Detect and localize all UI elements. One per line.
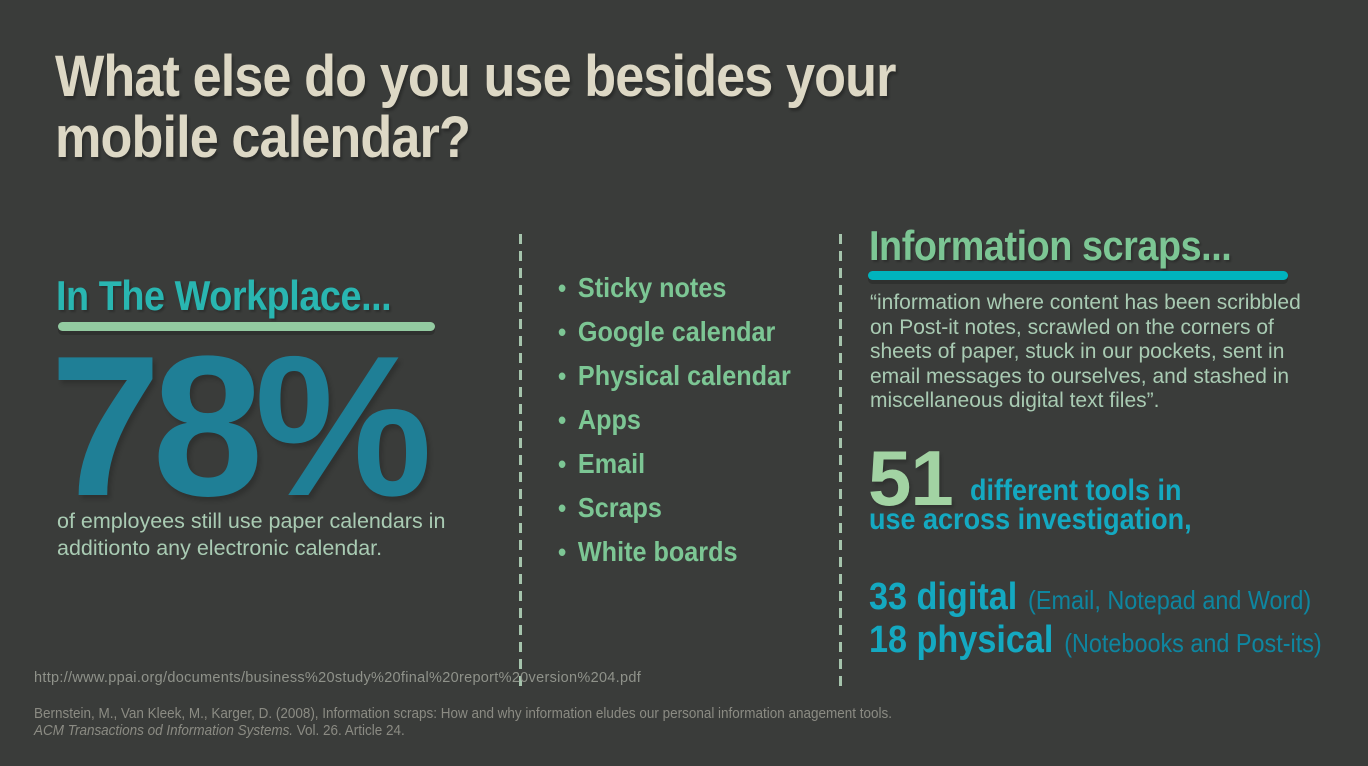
citation-volume: Vol. 26. Article 24. [293,722,405,739]
stat-51: 51 [868,434,954,522]
bullet-icon: • [558,449,567,479]
stat-physical-line: 18 physical (Notebooks and Post-its) [869,621,1322,659]
list-item: • Sticky notes [558,266,791,310]
bullet-icon: • [558,361,567,391]
workplace-stat-78: 78% [50,315,432,538]
workplace-underline-bar [58,322,435,331]
citation-line2: ACM Transactions od Information Systems.… [34,723,892,740]
citation-journal: ACM Transactions od Information Systems. [34,722,294,739]
list-item-label: White boards [577,536,738,567]
list-item: • Email [558,442,791,486]
stat-digital-note: (Email, Notepad and Word) [1028,585,1312,615]
info-scraps-underline-bar [868,271,1288,280]
list-item-label: Apps [577,404,641,435]
workplace-caption-line2: additionto any electronic calendar. [57,536,383,560]
tools-list: • Sticky notes • Google calendar • Physi… [558,266,791,574]
stat-51-label-line2: use across investigation, [869,503,1192,536]
list-item-label: Google calendar [577,316,776,347]
stat-51-label-line1: different tools in [970,474,1182,507]
bullet-icon: • [558,273,567,303]
list-item-label: Physical calendar [577,360,791,391]
citation: Bernstein, M., Van Kleek, M., Karger, D.… [34,706,892,739]
bullet-icon: • [558,317,567,347]
bullet-icon: • [558,405,567,435]
stat-digital-line: 33 digital (Email, Notepad and Word) [869,578,1311,616]
list-item: • White boards [558,530,791,574]
citation-line1: Bernstein, M., Van Kleek, M., Karger, D.… [34,706,892,722]
list-item-label: Email [577,448,646,479]
info-scraps-heading: Information scraps... [869,222,1232,269]
bullet-icon: • [558,537,567,567]
stat-digital-value: 33 digital [869,576,1018,618]
list-item-label: Sticky notes [577,272,727,303]
list-item: • Scraps [558,486,791,530]
workplace-heading: In The Workplace... [56,272,392,319]
workplace-caption-line1: of employees still use paper calendars i… [57,509,446,533]
stat-physical-note: (Notebooks and Post-its) [1064,628,1322,658]
page-title: What else do you use besides your mobile… [55,46,896,168]
page-title-line1: What else do you use besides your [55,44,896,109]
stat-physical-value: 18 physical [869,619,1054,661]
page-title-line2: mobile calendar? [55,105,471,170]
list-item: • Google calendar [558,310,791,354]
list-item: • Physical calendar [558,354,791,398]
workplace-caption: of employees still use paper calendars i… [57,508,445,562]
divider-dashed-left [519,234,522,692]
divider-dashed-right [839,234,842,692]
bullet-icon: • [558,493,567,523]
list-item-label: Scraps [577,492,662,523]
info-scraps-quote: “information where content has been scri… [870,291,1301,413]
list-item: • Apps [558,398,791,442]
source-url: http://www.ppai.org/documents/business%2… [34,670,642,686]
